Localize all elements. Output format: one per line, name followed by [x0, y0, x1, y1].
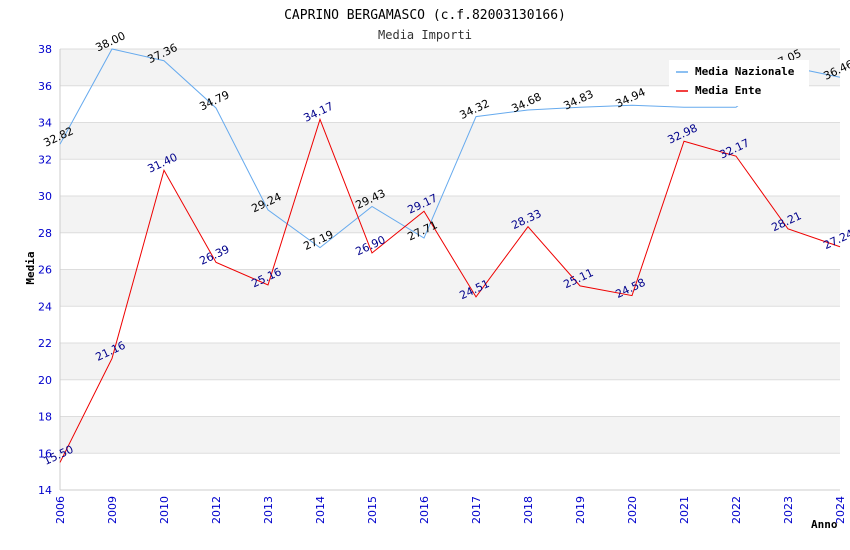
x-tick-label: 2019 [574, 496, 587, 524]
x-tick-label: 2009 [106, 496, 119, 524]
legend-label-nazionale: Media Nazionale [695, 65, 795, 78]
band [60, 196, 840, 233]
x-tick-label: 2006 [54, 496, 67, 524]
x-axis-label: Anno [811, 518, 838, 531]
y-tick-label: 38 [38, 43, 52, 56]
band [60, 453, 840, 490]
band [60, 343, 840, 380]
gridlines [59, 48, 840, 491]
y-axis-label: Media [24, 251, 37, 284]
y-tick-label: 22 [38, 337, 52, 350]
band [60, 379, 840, 417]
x-tick-label: 2020 [626, 496, 639, 524]
y-tick-label: 32 [38, 153, 52, 166]
legend: Media Nazionale Media Ente [669, 60, 809, 106]
series-line-nazionale [59, 48, 841, 249]
y-tick-label: 18 [38, 411, 52, 424]
y-tick-label: 36 [38, 80, 52, 93]
background-bands [60, 49, 840, 490]
x-tick-label: 2022 [730, 496, 743, 524]
legend-box [669, 60, 809, 106]
x-tick-label: 2016 [418, 496, 431, 524]
y-tick-label: 26 [38, 264, 52, 277]
x-tick-label: 2023 [782, 496, 795, 524]
chart-subtitle: Media Importi [378, 28, 472, 42]
band [60, 269, 840, 307]
legend-label-ente: Media Ente [695, 84, 762, 97]
series-line-ente [59, 117, 841, 463]
x-tick-label: 2015 [366, 496, 379, 524]
band [60, 232, 840, 270]
y-tick-label: 28 [38, 227, 52, 240]
band [60, 122, 840, 160]
x-axis-ticks: 2006 2009 2010 2012 2013 2014 2015 2016 2017 2018… [54, 496, 847, 524]
y-tick-label: 14 [38, 484, 52, 497]
x-tick-label: 2010 [158, 496, 171, 524]
y-tick-label: 34 [38, 117, 52, 130]
x-tick-label: 2021 [678, 496, 691, 524]
series-lines [59, 48, 841, 463]
y-tick-label: 24 [38, 300, 52, 313]
x-tick-label: 2012 [210, 496, 223, 524]
y-axis-ticks: 14 16 18 20 22 24 26 28 30 32 34 36 38 [38, 43, 52, 497]
x-tick-label: 2014 [314, 496, 327, 524]
band [60, 306, 840, 343]
x-tick-label: 2024 [834, 496, 847, 524]
x-tick-label: 2018 [522, 496, 535, 524]
band [60, 416, 840, 454]
x-tick-label: 2013 [262, 496, 275, 524]
y-tick-label: 16 [38, 447, 52, 460]
y-tick-label: 20 [38, 374, 52, 387]
x-tick-label: 2017 [470, 496, 483, 524]
y-tick-label: 30 [38, 190, 52, 203]
chart-title: CAPRINO BERGAMASCO (c.f.82003130166) [284, 8, 566, 23]
